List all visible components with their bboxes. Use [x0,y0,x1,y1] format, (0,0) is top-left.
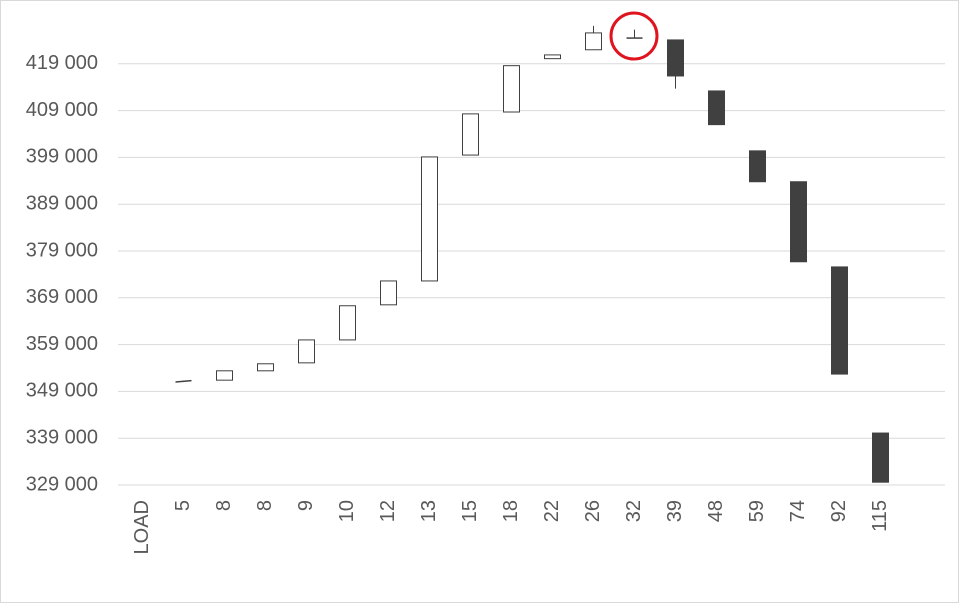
candle-body [216,370,233,381]
y-tick-label: 379 000 [26,239,98,261]
candle-body [708,90,725,126]
y-tick-label: 419 000 [26,52,98,74]
y-tick-label: 389 000 [26,192,98,214]
candle-body [872,432,889,483]
candle-body [421,156,438,282]
x-tick-label: 8 [213,500,235,511]
grid-layer [118,63,945,486]
x-tick-label: 32 [623,500,645,522]
x-tick-label: LOAD [131,500,153,554]
x-tick-label: 18 [500,500,522,522]
x-tick-label: 115 [869,500,891,532]
candle-body [462,113,479,156]
x-tick-label: 74 [787,500,809,522]
x-tick-label: 39 [664,500,686,522]
x-tick-label: 13 [418,500,440,522]
y-tick-label: 329 000 [26,473,98,495]
x-tick-label: 15 [459,500,481,522]
y-tick-label: 369 000 [26,286,98,308]
candle-body [339,305,356,341]
x-tick-label: 9 [295,500,317,511]
x-tick-label: 26 [582,500,604,522]
x-tick-label: 10 [336,500,358,522]
x-tick-label: 5 [172,500,194,511]
candle-body [544,54,561,60]
y-tick-label: 359 000 [26,333,98,355]
y-tick-label: 409 000 [26,99,98,121]
candle-body [667,39,684,77]
candle-body [749,150,766,183]
candle-body [503,65,520,113]
candle-body [585,32,602,51]
y-tick-label: 399 000 [26,146,98,168]
x-tick-label: 92 [828,500,850,522]
candle-body [298,339,315,364]
highlight-circle [609,11,659,61]
x-tick-label: 59 [746,500,768,522]
marks-layer [175,25,889,483]
x-tick-label: 8 [254,500,276,511]
x-tick-label: 12 [377,500,399,522]
x-tick-label: 48 [705,500,727,522]
candle-body [175,379,192,383]
candle-body [790,181,807,263]
x-tick-label: 22 [541,500,563,522]
candle-body [831,266,848,375]
y-tick-label: 349 000 [26,380,98,402]
y-tick-label: 339 000 [26,426,98,448]
candle-body [257,363,274,372]
candle-body [380,280,397,306]
